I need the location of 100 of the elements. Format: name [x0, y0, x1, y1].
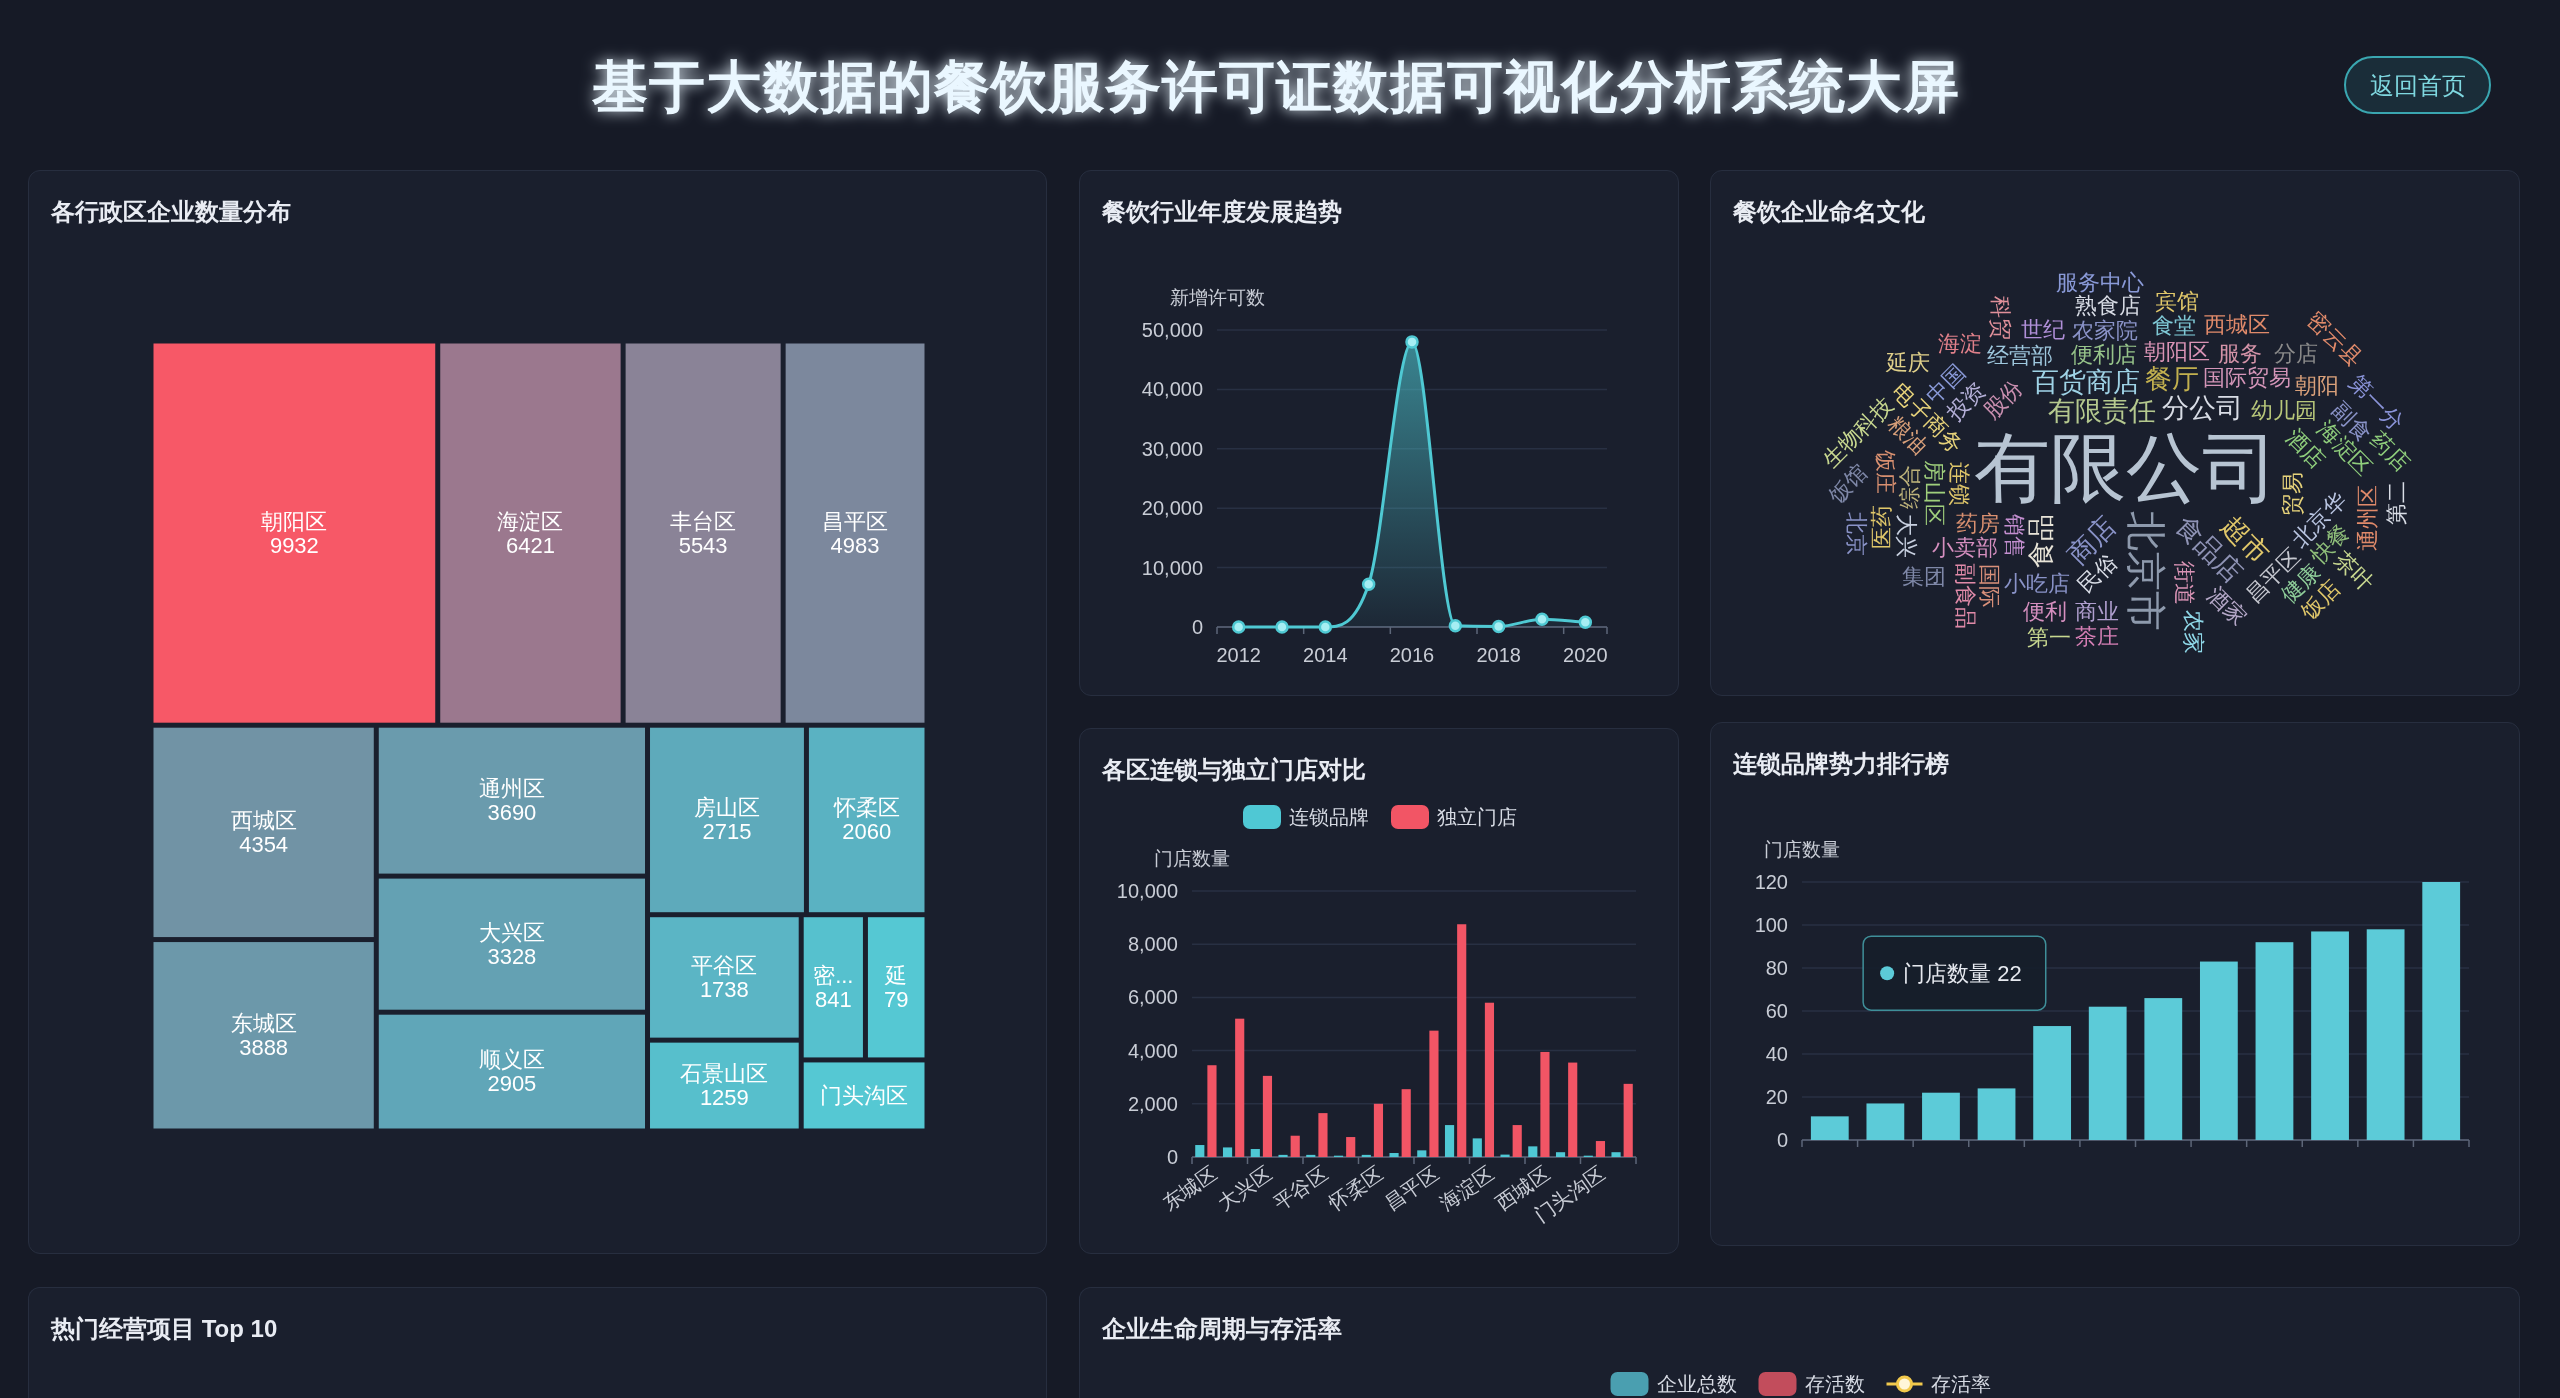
legend-label: 连锁 — [1947, 462, 1973, 506]
bar — [1444, 1125, 1455, 1157]
bar — [1262, 1075, 1273, 1157]
bar — [1235, 1018, 1245, 1157]
legend-label: 企业总数 — [1656, 1373, 1737, 1395]
point — [1491, 619, 1506, 634]
y-tick-label: 0 — [1191, 616, 1203, 638]
legend-label: 便利 — [2022, 598, 2067, 624]
data-label: 6421 — [505, 532, 555, 558]
legend-label: 农家院 — [2071, 317, 2138, 343]
legend-label: 存活率 — [1930, 1373, 1991, 1395]
legend-label: 北京 — [1843, 511, 1869, 556]
bar — [1222, 1147, 1233, 1157]
point — [1231, 620, 1246, 634]
data-label: 5543 — [678, 532, 728, 558]
y-tick-label: 10,000 — [1141, 556, 1203, 579]
chart-title: 餐饮行业年度发展趋势 — [1101, 197, 1342, 225]
y-tick-label: 0 — [1166, 1146, 1178, 1168]
legend-label: 餐厅 — [2144, 363, 2199, 394]
bar — [1472, 1138, 1482, 1157]
legend-label: 副食品 — [1953, 563, 1979, 630]
bar — [1389, 1153, 1399, 1157]
series-label: 丰台区 — [670, 508, 737, 534]
point — [1535, 612, 1549, 627]
text: 热门经营项目 Top 10 — [50, 1314, 278, 1342]
annotation: 门店数量 22 — [1903, 960, 2022, 986]
series-label: 怀柔区 — [832, 795, 900, 821]
button: 返回首页 — [2344, 56, 2491, 114]
legend-label: 延庆 — [1885, 350, 1930, 376]
point — [1318, 620, 1333, 634]
legend-label: 茶庄 — [2074, 623, 2119, 649]
x-tick-label: 2016 — [1389, 644, 1435, 666]
series-label: 通州区 — [478, 776, 545, 802]
bar — [2088, 1006, 2127, 1140]
point — [1578, 615, 1593, 629]
legend-label: 西城区 — [2204, 312, 2271, 338]
bar — [1810, 1116, 1849, 1140]
chart-title: 各区连锁与独立门店对比 — [1101, 755, 1366, 783]
legend-label: 大兴 — [1894, 514, 1920, 559]
bar — [1457, 924, 1467, 1157]
y-tick-label: 120 — [1754, 871, 1788, 893]
legend-label: 便利店 — [2070, 342, 2137, 368]
legend-label: 有限责任 — [2048, 396, 2157, 427]
data-label: 9932 — [269, 532, 319, 558]
tooltip: 门店数量 22 — [1862, 935, 2047, 1011]
point — [1361, 577, 1376, 591]
y-tick-label: 20 — [1765, 1086, 1788, 1108]
bar — [1922, 1092, 1960, 1140]
bar — [1417, 1150, 1427, 1157]
bar — [1361, 1154, 1371, 1157]
y-tick-label: 100 — [1754, 914, 1788, 936]
legend-label: 销售 — [2002, 513, 2027, 558]
data-label: 4983 — [830, 532, 880, 558]
y-tick-label: 60 — [1765, 1000, 1788, 1022]
y-tick-label: 4,000 — [1127, 1039, 1178, 1062]
legend-label: 食品 — [2026, 514, 2057, 568]
point — [1405, 335, 1419, 349]
legend-label: 第二 — [2384, 481, 2409, 526]
data-label: 3888 — [239, 1034, 289, 1060]
bar — [1207, 1065, 1217, 1157]
legend-label: 有限公司 — [1974, 424, 2278, 510]
data-label: 2060 — [842, 819, 892, 845]
legend-label: 幼儿园 — [2250, 397, 2317, 423]
legend-label: 科贸 — [1988, 296, 2013, 341]
legend-label: 熟食店 — [2075, 293, 2142, 319]
legend-label: 朝阳 — [2295, 372, 2340, 398]
legend-label: 医药 — [1869, 504, 1895, 549]
bar — [1290, 1135, 1300, 1157]
x-tick-label: 2014 — [1303, 644, 1348, 666]
series-label: 延 — [884, 962, 908, 988]
bar — [1318, 1113, 1328, 1157]
y-tick-label: 50,000 — [1141, 319, 1203, 341]
bar — [2033, 1026, 2072, 1140]
legend-label: 存活数 — [1804, 1373, 1865, 1395]
y-tick-label: 20,000 — [1141, 497, 1203, 520]
x-tick-label: 2018 — [1476, 644, 1521, 666]
legend-label: 连锁品牌 — [1289, 806, 1369, 828]
legend-label: 商业 — [2074, 599, 2119, 625]
series-label: 顺义区 — [478, 1047, 545, 1073]
y-tick-label: 80 — [1765, 957, 1788, 979]
data-label: 2715 — [702, 819, 752, 845]
bar — [1250, 1149, 1260, 1157]
bar — [1278, 1154, 1288, 1157]
data-label: 3328 — [487, 943, 537, 969]
text: 企业生命周期与存活率 — [1101, 1314, 1342, 1342]
point — [1448, 619, 1463, 633]
bar — [1866, 1103, 1905, 1140]
data-label: 4354 — [239, 831, 289, 857]
bar — [1346, 1137, 1356, 1157]
bar — [2422, 882, 2461, 1140]
legend-label: 服务中心 — [2056, 269, 2145, 295]
bar — [1429, 1030, 1439, 1157]
legend-label: 食堂 — [2151, 313, 2196, 339]
legend-label: 贸易 — [2279, 471, 2305, 516]
bar — [2144, 998, 2183, 1140]
series-label: 西城区 — [230, 807, 297, 833]
legend-label: 经营部 — [1986, 342, 2053, 368]
bar — [1306, 1154, 1316, 1157]
data-label: 2905 — [487, 1071, 537, 1097]
bar — [1484, 1002, 1495, 1157]
